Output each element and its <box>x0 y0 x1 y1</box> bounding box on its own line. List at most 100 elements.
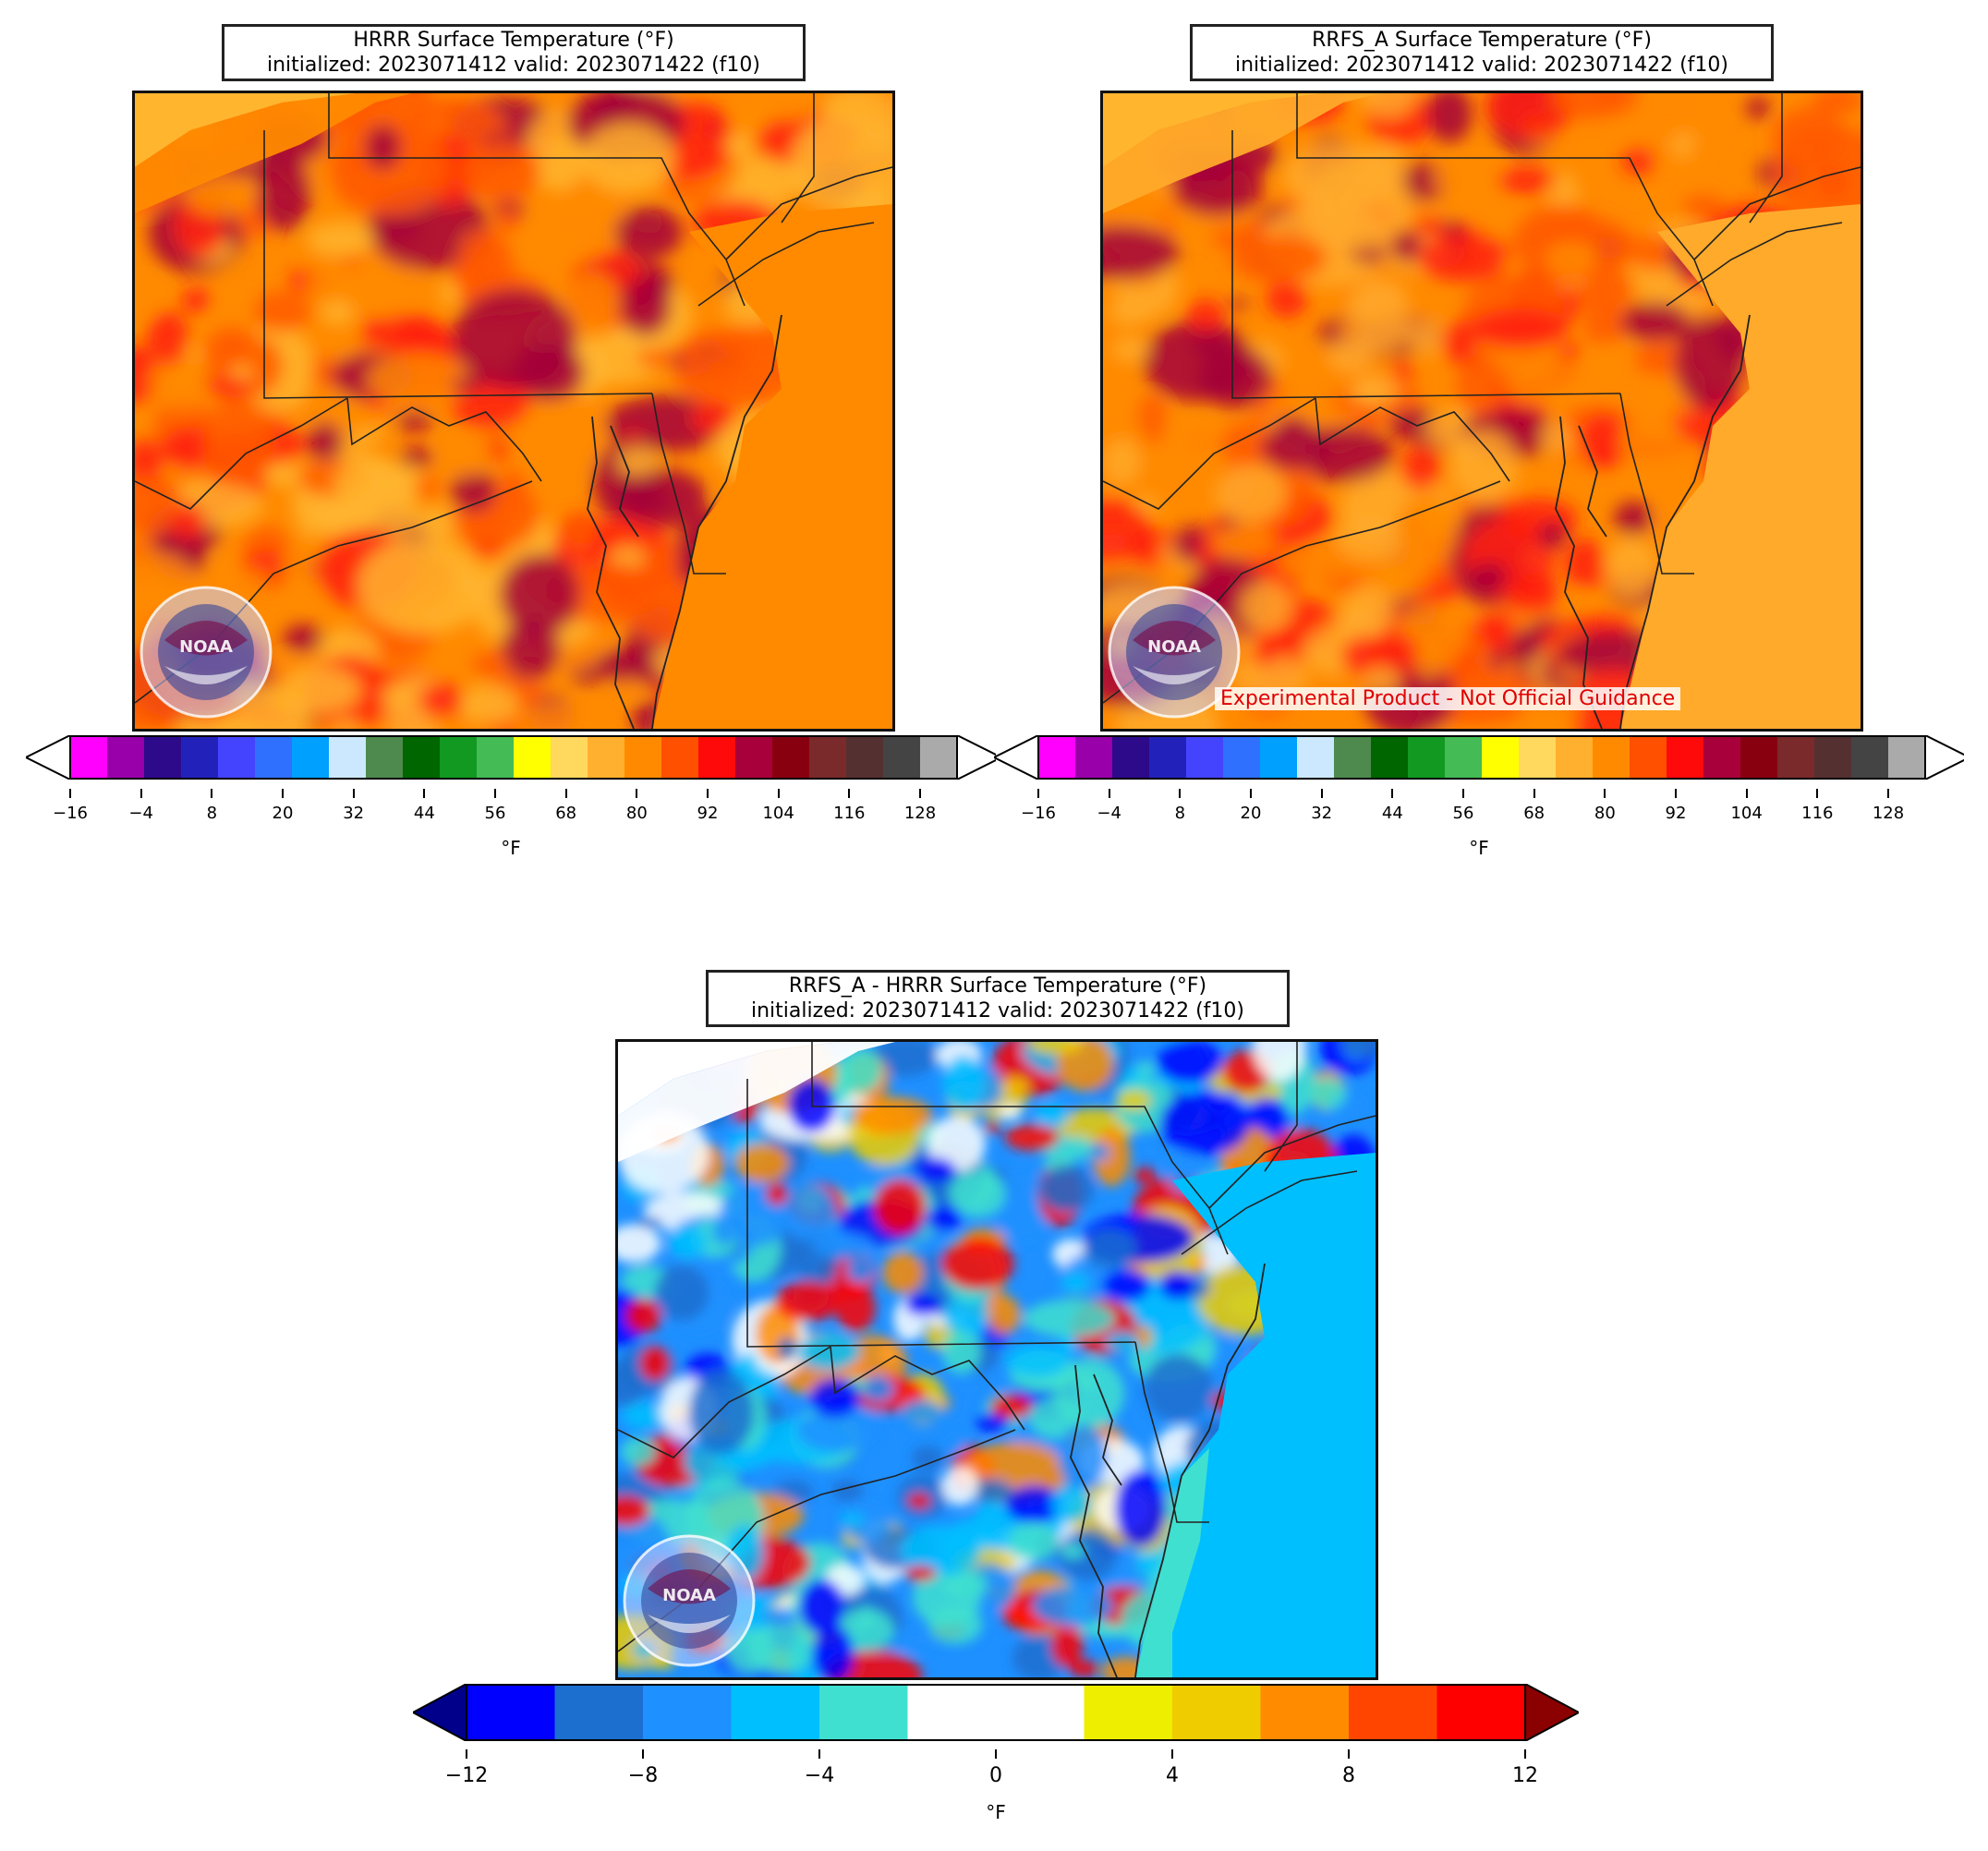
colorbar-tick-label: 56 <box>1452 804 1474 823</box>
map-field <box>618 1042 1376 1677</box>
colorbar-segment <box>1223 735 1261 780</box>
colorbar-tick-label: −8 <box>627 1764 659 1787</box>
lake-area <box>618 1042 895 1162</box>
lake-area <box>1103 93 1380 213</box>
ocean-area <box>652 204 892 729</box>
colorbar-tick-mark <box>352 789 355 798</box>
colorbar-tick-label: −4 <box>804 1764 835 1787</box>
colorbar-segment <box>467 1684 556 1741</box>
colorbar-tick-mark <box>211 789 213 798</box>
rrfs-title-line2: initialized: 2023071412 valid: 202307142… <box>1235 54 1728 77</box>
colorbar-tick-label: 8 <box>1174 804 1186 823</box>
colorbar-tick-label: 20 <box>272 804 294 823</box>
colorbar-tick-mark <box>1250 789 1252 798</box>
noaa-logo-text: NOAA <box>662 1586 716 1605</box>
difference-map: NOAA <box>615 1039 1378 1680</box>
state-borders <box>618 1042 1376 1652</box>
colorbar-segment <box>1260 735 1298 780</box>
colorbar-tick-mark <box>1391 789 1394 798</box>
colorbar-segment <box>883 735 921 780</box>
colorbar-segment <box>403 735 441 780</box>
colorbar-tick-label: 116 <box>1801 804 1834 823</box>
state-borders <box>135 93 892 704</box>
colorbar-segment <box>1519 735 1557 780</box>
colorbar-tick-mark <box>1037 789 1039 798</box>
colorbar-tick-label: 92 <box>697 804 719 823</box>
colorbar-segment <box>1436 1684 1526 1741</box>
colorbar-under-extension <box>994 735 1039 780</box>
colorbar-tick-mark <box>494 789 496 798</box>
colorbar-segment <box>1445 735 1483 780</box>
hrrr-temperature-map: NOAA <box>132 91 895 732</box>
colorbar-segment <box>477 735 515 780</box>
noaa-logo: NOAA <box>1108 586 1241 719</box>
colorbar-segment <box>1593 735 1630 780</box>
temperature-unit-rrfs: °F <box>1469 837 1489 859</box>
colorbar-segment <box>1334 735 1372 780</box>
colorbar-segment <box>1112 735 1150 780</box>
diff-title-line1: RRFS_A - HRRR Surface Temperature (°F) <box>788 974 1207 998</box>
colorbar-tick-mark <box>919 789 921 798</box>
experimental-warning: Experimental Product - Not Official Guid… <box>1215 687 1681 710</box>
colorbar-tick-label: 116 <box>833 804 866 823</box>
difference-colorbar <box>413 1684 1579 1741</box>
map-field <box>135 93 892 729</box>
coastline <box>1555 314 1751 729</box>
colorbar-tick-mark <box>707 789 709 798</box>
colorbar-segment <box>1482 735 1520 780</box>
noaa-logo-text: NOAA <box>179 637 233 657</box>
colorbar-tick-label: 8 <box>1342 1764 1355 1787</box>
colorbar-tick-label: 44 <box>413 804 435 823</box>
rrfs-title: RRFS_A Surface Temperature (°F) initiali… <box>1190 24 1774 81</box>
hrrr-title: HRRR Surface Temperature (°F) initialize… <box>222 24 806 81</box>
colorbar-segment <box>920 735 958 780</box>
colorbar-segment <box>1075 735 1113 780</box>
map-field <box>1103 93 1861 729</box>
colorbar-tick-mark <box>139 789 142 798</box>
colorbar-segment <box>772 735 810 780</box>
colorbar-tick-label: 80 <box>625 804 648 823</box>
colorbar-tick-label: 8 <box>206 804 218 823</box>
colorbar-segment <box>1408 735 1446 780</box>
difference-unit: °F <box>986 1801 1006 1823</box>
colorbar-segment <box>1630 735 1667 780</box>
ocean-area <box>1620 204 1861 729</box>
colorbar-segment <box>731 1684 820 1741</box>
colorbar-segment <box>1703 735 1741 780</box>
rrfs-temperature-map: NOAA <box>1100 91 1863 732</box>
state-borders <box>1103 93 1861 704</box>
colorbar-tick-label: 32 <box>1311 804 1333 823</box>
colorbar-tick-label: 128 <box>1872 804 1905 823</box>
colorbar-segment <box>624 735 662 780</box>
colorbar-tick-mark <box>818 1749 820 1759</box>
colorbar-over-extension <box>1524 1684 1579 1741</box>
colorbar-tick-label: 56 <box>484 804 506 823</box>
colorbar-tick-mark <box>1320 789 1323 798</box>
colorbar-segment <box>735 735 773 780</box>
colorbar-tick-mark <box>1675 789 1677 798</box>
colorbar-tick-mark <box>995 1749 997 1759</box>
colorbar-tick-label: 104 <box>762 804 794 823</box>
colorbar-segment <box>440 735 478 780</box>
colorbar-segment <box>698 735 736 780</box>
colorbar-segment <box>819 1684 909 1741</box>
colorbar-segment <box>1851 735 1889 780</box>
colorbar-segment <box>996 1684 1085 1741</box>
colorbar-under-extension <box>26 735 71 780</box>
colorbar-tick-mark <box>848 789 851 798</box>
diff-title-line2: initialized: 2023071412 valid: 202307142… <box>751 999 1244 1022</box>
colorbar-tick-mark <box>1604 789 1606 798</box>
colorbar-tick-mark <box>1179 789 1182 798</box>
diff-title: RRFS_A - HRRR Surface Temperature (°F) i… <box>706 970 1290 1027</box>
colorbar-tick-mark <box>564 789 567 798</box>
colorbar-segment <box>181 735 219 780</box>
colorbar-tick-mark <box>642 1749 644 1759</box>
colorbar-segment <box>643 1684 733 1741</box>
colorbar-tick-label: 20 <box>1240 804 1262 823</box>
colorbar-tick-label: 32 <box>343 804 365 823</box>
colorbar-segment <box>70 735 108 780</box>
temperature-colorbar-rrfs <box>994 735 1964 780</box>
colorbar-tick-label: 0 <box>989 1764 1002 1787</box>
colorbar-segment <box>1667 735 1704 780</box>
colorbar-segment <box>1084 1684 1173 1741</box>
